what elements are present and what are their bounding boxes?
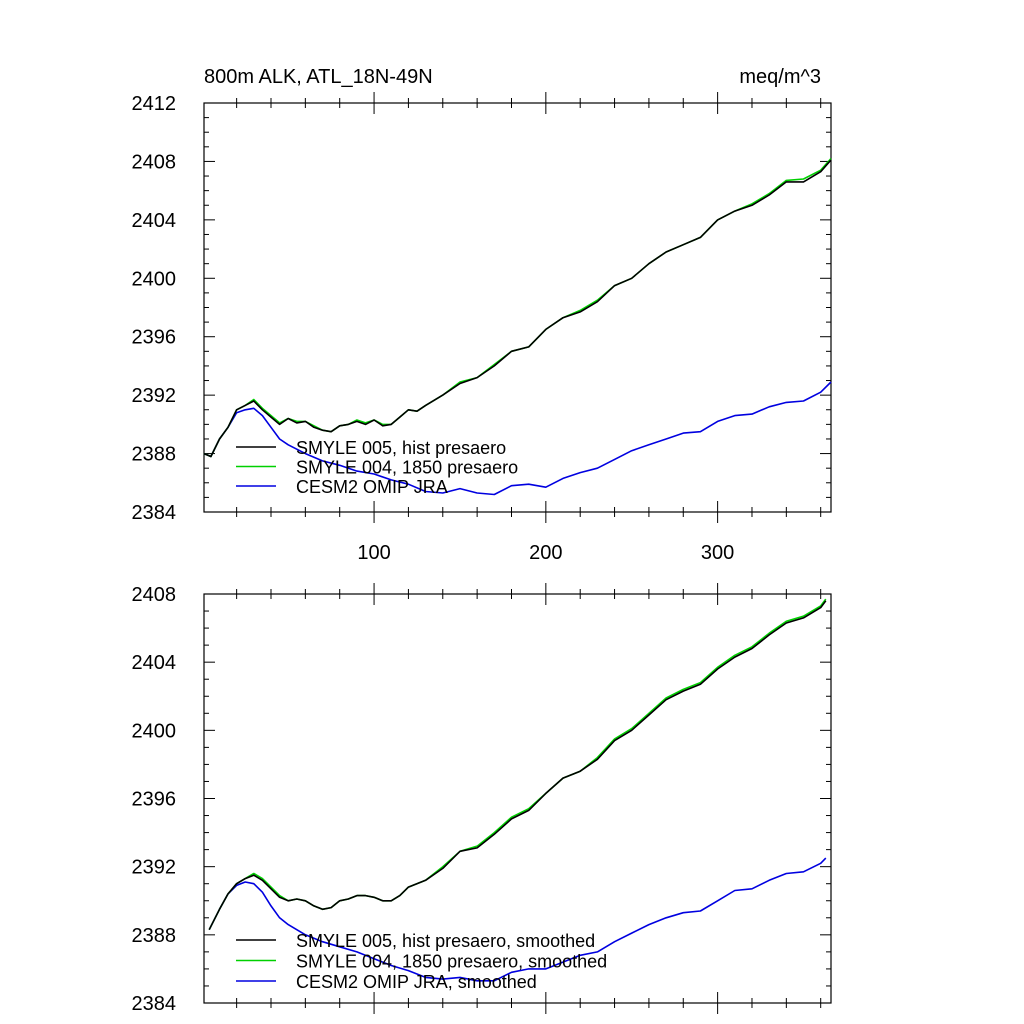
- y-tick-label: 2408: [132, 584, 177, 606]
- legend-label-1: SMYLE 004, 1850 presaero, smoothed: [296, 952, 607, 972]
- chart-units: meq/m^3: [739, 66, 821, 88]
- y-tick-label: 2392: [132, 385, 177, 407]
- legend-label-2: CESM2 OMIP JRA, smoothed: [296, 972, 537, 992]
- y-tick-label: 2404: [132, 652, 177, 674]
- y-tick-label: 2384: [132, 993, 177, 1015]
- x-tick-label: 100: [357, 542, 390, 564]
- series-line-1: [203, 157, 832, 458]
- y-tick-label: 2384: [132, 502, 177, 524]
- y-tick-label: 2388: [132, 925, 177, 947]
- y-tick-label: 2400: [132, 720, 177, 742]
- series-line-2: [203, 381, 832, 496]
- y-tick-label: 2400: [132, 268, 177, 290]
- legend-label-1: SMYLE 004, 1850 presaero: [296, 458, 518, 478]
- chart-title: 800m ALK, ATL_18N-49N: [204, 66, 433, 88]
- y-tick-label: 2412: [132, 93, 177, 115]
- y-tick-label: 2404: [132, 210, 177, 232]
- legend-label-0: SMYLE 005, hist presaero, smoothed: [296, 931, 595, 951]
- x-tick-label: 200: [529, 542, 562, 564]
- series-line-0: [203, 159, 832, 458]
- series-line-0: [208, 600, 827, 931]
- legend-label-0: SMYLE 005, hist presaero: [296, 438, 506, 458]
- series-line-2: [208, 857, 827, 982]
- top-panel: 2384 2388 2392 2396 2400 2404 2408 2412 100 200 30…: [132, 66, 832, 564]
- y-tick-label: 2392: [132, 857, 177, 879]
- bottom-panel: 2384 2388 2392 2396 2400 2404 2408 SMYLE 005, h…: [132, 583, 832, 1015]
- series-line-1: [208, 598, 827, 931]
- y-tick-label: 2396: [132, 789, 177, 811]
- x-tick-label: 300: [701, 542, 734, 564]
- y-tick-label: 2408: [132, 151, 177, 173]
- legend-label-2: CESM2 OMIP JRA: [296, 477, 448, 497]
- y-tick-label: 2396: [132, 327, 177, 349]
- y-tick-label: 2388: [132, 444, 177, 466]
